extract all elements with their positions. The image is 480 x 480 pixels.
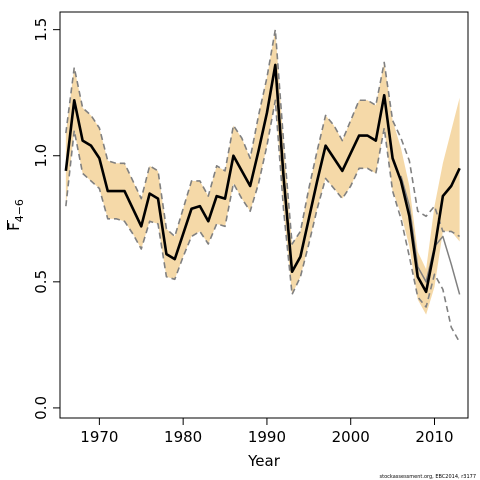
x-axis-title: Year bbox=[247, 452, 281, 470]
x-tick-label: 1990 bbox=[248, 428, 286, 446]
x-tick-label: 1970 bbox=[80, 428, 118, 446]
svg-text:F4−6: F4−6 bbox=[5, 199, 26, 231]
y-axis: 0.0 0.5 1.0 1.5 bbox=[32, 18, 60, 420]
y-axis-title-sub: 4−6 bbox=[13, 199, 26, 222]
plot-area bbox=[64, 28, 461, 343]
y-tick-label: 1.0 bbox=[32, 144, 50, 168]
y-tick-label: 0.0 bbox=[32, 396, 50, 420]
y-tick-label: 0.5 bbox=[32, 270, 50, 294]
upper-bound-line bbox=[65, 28, 461, 245]
x-tick-label: 1980 bbox=[164, 428, 202, 446]
y-axis-title: F4−6 bbox=[5, 199, 26, 231]
y-axis-title-main: F bbox=[5, 222, 23, 231]
lower-bound-line bbox=[65, 99, 461, 343]
current-estimate-line bbox=[64, 63, 461, 294]
x-tick-label: 2010 bbox=[415, 428, 453, 446]
y-tick-label: 1.5 bbox=[32, 18, 50, 42]
plot-frame bbox=[59, 11, 469, 419]
credit-text: stockassessment.org, EBC2014, r3177 bbox=[380, 474, 476, 480]
x-tick-label: 2000 bbox=[332, 428, 370, 446]
x-axis: 1970 1980 1990 2000 2010 bbox=[80, 418, 454, 446]
confidence-band bbox=[65, 29, 460, 315]
